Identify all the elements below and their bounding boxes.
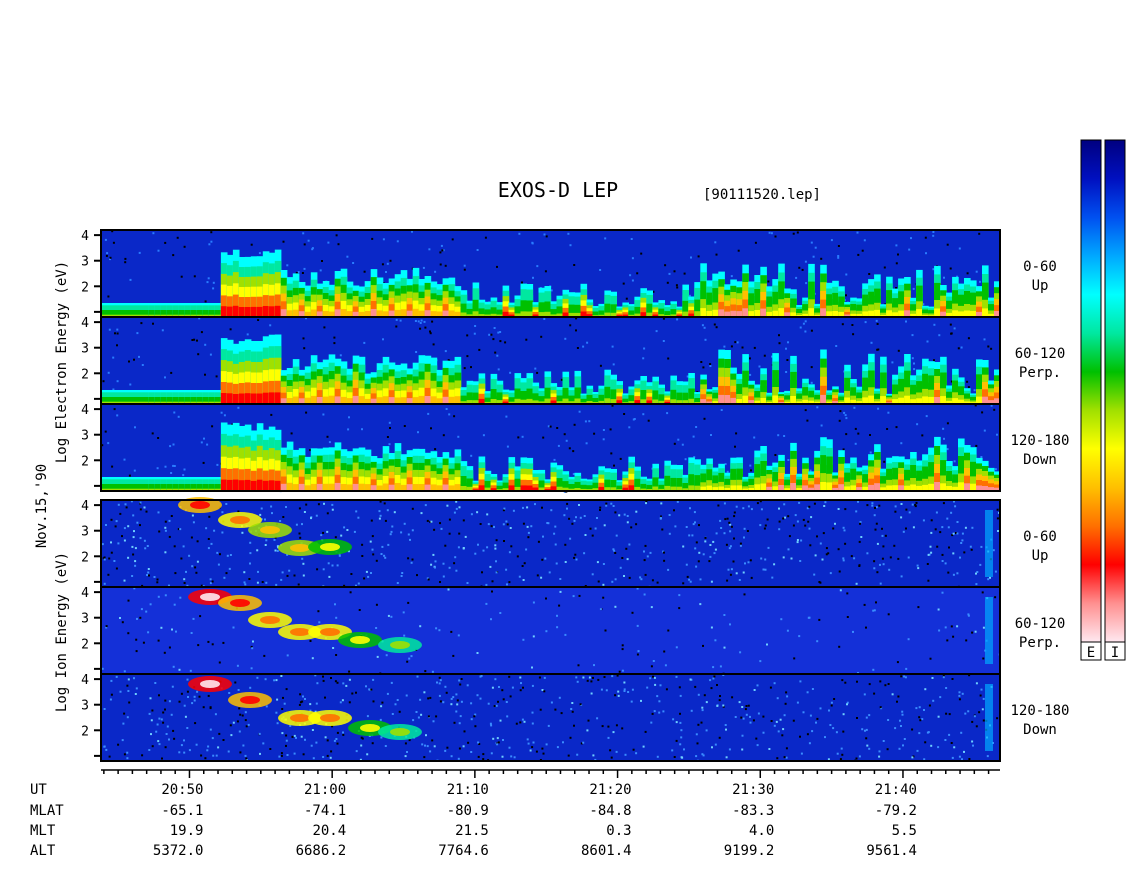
panel-direction: Up <box>1032 278 1049 294</box>
ion-frame <box>100 499 1001 762</box>
y-tick-label: 2 <box>81 637 89 652</box>
ephemeris-row-label: UT <box>30 782 47 798</box>
ephemeris-value-alt: 5372.0 <box>153 843 204 859</box>
ephemeris-value-mlt: 21.5 <box>455 823 489 839</box>
y-tick-label: 2 <box>81 367 89 382</box>
panel-labels: 0-60 Up 60-120 Perp. 120-180 Down 0-60 Up 60-120… <box>1010 259 1069 738</box>
file-label: [90111520.lep] <box>703 187 821 203</box>
y-tick-label: 2 <box>81 454 89 469</box>
ephemeris-row-label: ALT <box>30 843 56 859</box>
ephemeris-table: UT MLAT MLT ALT 20:50 -65.1 19.9 5372.0 21:00 -74… <box>30 782 917 859</box>
electron-energy-axis-label: Log Electron Energy (eV) <box>54 261 70 463</box>
panel-frames <box>100 229 1001 762</box>
y-tick-label: 2 <box>81 550 89 565</box>
y-tick-label: 3 <box>81 525 89 540</box>
panel-direction: Down <box>1023 452 1057 468</box>
electron-frame <box>100 229 1001 492</box>
ephemeris-row-label: MLAT <box>30 803 64 819</box>
ephemeris-value-ut: 20:50 <box>161 782 203 798</box>
ephemeris-value-mlat: -84.8 <box>589 803 631 819</box>
y-tick-label: 4 <box>81 673 89 688</box>
y-tick-label: 4 <box>81 586 89 601</box>
ephemeris-value-mlat: -80.9 <box>447 803 489 819</box>
colorbar-label: E <box>1087 645 1095 661</box>
ephemeris-value-mlat: -74.1 <box>304 803 346 819</box>
ephemeris-value-ut: 21:20 <box>589 782 631 798</box>
electron-panel-3-image <box>101 404 1000 493</box>
ephemeris-value-alt: 9561.4 <box>866 843 917 859</box>
panel-direction: Up <box>1032 548 1049 564</box>
ephemeris-value-mlt: 5.5 <box>892 823 917 839</box>
spectrogram-panels <box>101 230 1000 761</box>
panel-angle-range: 0-60 <box>1023 259 1057 275</box>
y-tick-label: 3 <box>81 429 89 444</box>
ion-energy-axis-label: Log Ion Energy (eV) <box>54 552 70 712</box>
time-axis <box>101 769 1000 778</box>
y-tick-label: 3 <box>81 699 89 714</box>
y-tick-label: 4 <box>81 229 89 244</box>
panel-angle-range: 60-120 <box>1015 346 1066 362</box>
colorbar-label: I <box>1111 645 1119 661</box>
panel-direction: Perp. <box>1019 635 1061 651</box>
ion-panel-2-image <box>101 587 1000 676</box>
y-tick-label: 4 <box>81 316 89 331</box>
chart-title: EXOS-D LEP <box>498 178 618 202</box>
energy-axes: 2 3 4 2 3 4 2 3 4 2 3 4 2 3 4 2 3 4 <box>81 229 101 757</box>
y-tick-label: 3 <box>81 612 89 627</box>
ion-panel-3-image <box>101 674 1000 761</box>
panel-direction: Perp. <box>1019 365 1061 381</box>
y-tick-label: 4 <box>81 403 89 418</box>
colorbar-I <box>1104 139 1126 643</box>
ephemeris-value-ut: 21:00 <box>304 782 346 798</box>
ephemeris-value-mlat: -83.3 <box>732 803 774 819</box>
ephemeris-value-mlt: 4.0 <box>749 823 774 839</box>
electron-panel-2-image <box>101 317 1000 406</box>
date-label: Nov.15,'90 <box>34 464 50 548</box>
ephemeris-value-ut: 21:30 <box>732 782 774 798</box>
y-tick-label: 3 <box>81 255 89 270</box>
colorbar-label-box <box>1080 641 1102 661</box>
y-tick-label: 2 <box>81 724 89 739</box>
ion-panel-1-image <box>101 497 1000 589</box>
ephemeris-value-ut: 21:10 <box>447 782 489 798</box>
ephemeris-value-alt: 7764.6 <box>438 843 489 859</box>
panel-angle-range: 120-180 <box>1010 703 1069 719</box>
electron-panel-1-image <box>101 230 1000 319</box>
panel-angle-range: 60-120 <box>1015 616 1066 632</box>
ephemeris-value-mlt: 19.9 <box>170 823 204 839</box>
y-tick-label: 2 <box>81 280 89 295</box>
colorbar-label-box <box>1104 641 1126 661</box>
ephemeris-value-mlt: 0.3 <box>606 823 631 839</box>
ephemeris-row-label: MLT <box>30 823 56 839</box>
ephemeris-value-alt: 6686.2 <box>296 843 347 859</box>
ephemeris-value-ut: 21:40 <box>875 782 917 798</box>
ephemeris-value-mlt: 20.4 <box>312 823 346 839</box>
ephemeris-value-mlat: -79.2 <box>875 803 917 819</box>
ephemeris-value-alt: 8601.4 <box>581 843 632 859</box>
colorbar-E <box>1080 139 1102 643</box>
y-tick-label: 3 <box>81 342 89 357</box>
panel-direction: Down <box>1023 722 1057 738</box>
panel-angle-range: 0-60 <box>1023 529 1057 545</box>
ephemeris-value-mlat: -65.1 <box>161 803 203 819</box>
y-tick-label: 4 <box>81 499 89 514</box>
ephemeris-value-alt: 9199.2 <box>724 843 775 859</box>
panel-angle-range: 120-180 <box>1010 433 1069 449</box>
